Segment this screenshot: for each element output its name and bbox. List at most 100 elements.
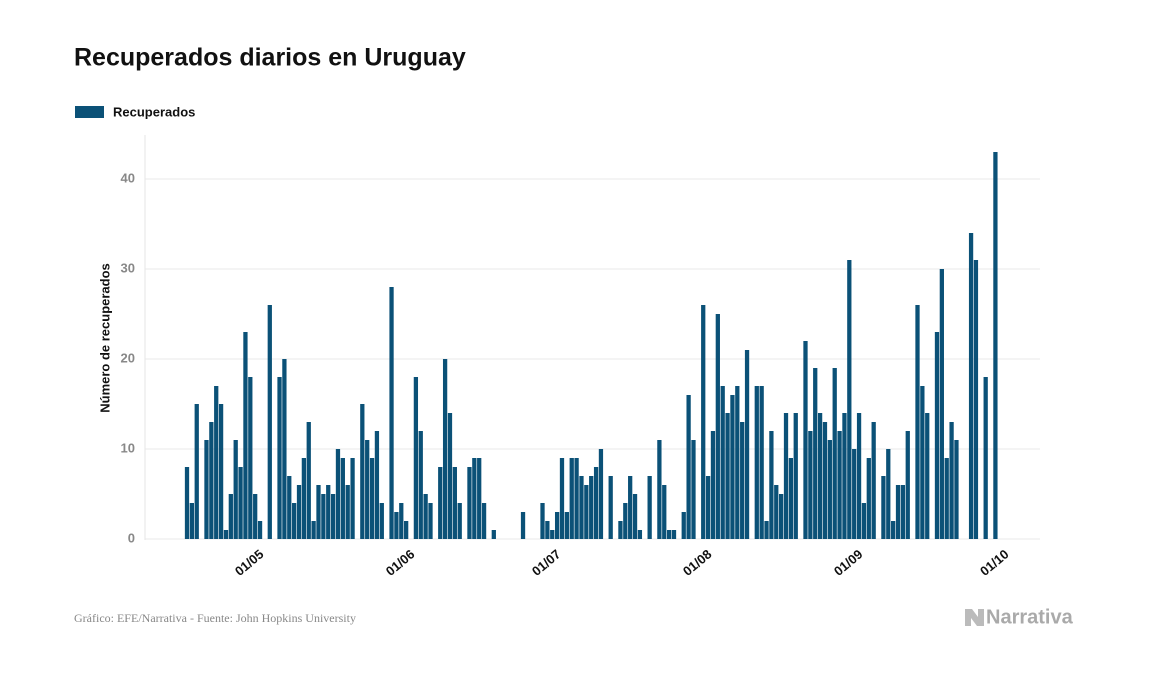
y-tick-label: 0 [128,530,135,545]
bar [817,413,823,539]
bar [847,260,852,539]
bar [598,449,604,539]
x-tick-label: 01/07 [529,546,564,578]
bar [389,287,394,539]
source: Gráfico: EFE/Narrativa - Fuente: John Ho… [74,611,356,625]
bar [954,440,959,539]
bar [404,521,409,539]
bar [744,350,750,539]
bar [891,521,896,539]
bar [915,305,920,539]
bar [837,431,842,539]
bar [574,458,579,539]
bar [369,458,375,539]
bar [379,503,384,539]
bar [204,440,209,539]
bar [457,503,462,539]
bar [228,494,233,539]
bar [287,476,292,539]
bar [720,386,725,539]
bar [735,386,740,539]
bar [569,458,574,539]
brand: Narrativa [986,606,1074,628]
bar [335,449,341,539]
bar [705,476,711,539]
bar [267,305,272,539]
bar [223,530,229,539]
bar [842,413,847,539]
bar [467,467,472,539]
bar [852,449,857,539]
bar [632,494,638,539]
bar [949,422,954,539]
bar [866,458,871,539]
bar [282,359,287,539]
bar [579,476,584,539]
bar [623,503,628,539]
bar [452,467,457,539]
bar [418,431,423,539]
bar [589,476,594,539]
bar [662,485,667,539]
bar [189,503,195,539]
bar [545,521,550,539]
bar [701,305,706,539]
bar [939,269,944,539]
bar [920,386,925,539]
bar [934,332,940,539]
bar [779,494,784,539]
bar [301,458,307,539]
bar [321,494,326,539]
bar [214,386,219,539]
bar [827,440,832,539]
bar [983,377,988,539]
bar [803,341,808,539]
bar [345,485,350,539]
bar [365,440,370,539]
bar [759,386,764,539]
bar [608,476,613,539]
bar [671,530,677,539]
bar [788,458,794,539]
x-tick-label: 01/09 [831,546,866,578]
bar [184,467,190,539]
bar [686,395,691,539]
bar [253,494,258,539]
bar [442,359,448,539]
bar [248,377,253,539]
bar [428,503,433,539]
bar [350,458,355,539]
bar [399,503,404,539]
bar [238,467,243,539]
bar [559,458,565,539]
bar [194,404,199,539]
bar [715,314,720,539]
bar [725,413,730,539]
bar [277,377,282,539]
bar [618,521,623,539]
bar [472,458,477,539]
bar [774,485,779,539]
bar [477,458,482,539]
legend-swatch [75,106,104,118]
bar [481,503,487,539]
bar [740,422,745,539]
bar [550,530,555,539]
bar [423,494,428,539]
bar [730,395,735,539]
x-tick-label: 01/08 [680,546,715,578]
bar [881,476,886,539]
chart-title: Recuperados diarios en Uruguay [74,44,466,72]
bar [540,503,545,539]
bar [311,521,316,539]
bar [871,422,876,539]
brand-logo: Narrativa [965,606,1074,628]
bar [593,467,599,539]
bar [209,422,214,539]
bar [564,512,569,539]
bar [491,530,496,539]
y-tick-label: 10 [121,440,135,455]
bar [647,476,652,539]
bar [447,413,453,539]
